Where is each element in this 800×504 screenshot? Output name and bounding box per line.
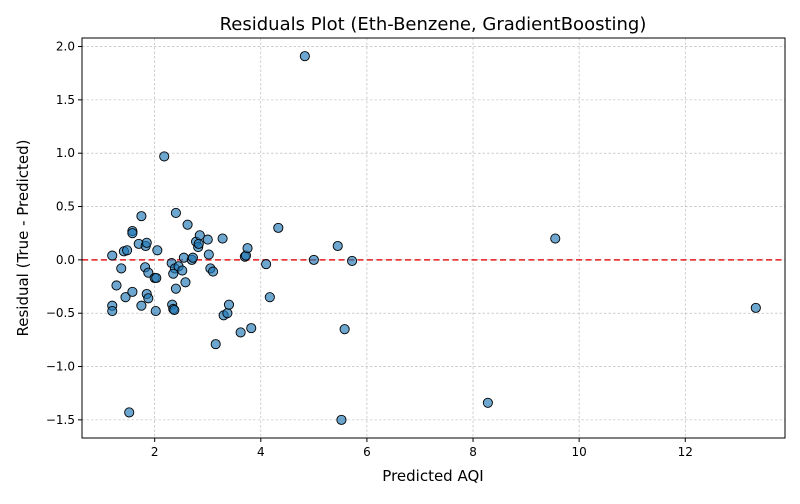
residual-point — [242, 243, 253, 254]
residual-point — [299, 51, 310, 62]
residual-point — [159, 151, 170, 162]
residual-point — [347, 255, 358, 266]
residual-point — [217, 233, 228, 244]
x-tick-label: 8 — [469, 445, 477, 459]
residual-point — [122, 245, 133, 256]
chart-title: Residuals Plot (Eth-Benzene, GradientBoo… — [220, 14, 647, 35]
plot-frame — [81, 37, 786, 439]
residual-point — [246, 323, 257, 334]
residual-point — [116, 263, 127, 274]
residual-point — [264, 292, 275, 303]
residual-point — [150, 306, 161, 317]
x-tick-label: 10 — [571, 445, 586, 459]
y-tick-label: 1.5 — [56, 93, 75, 107]
residual-point — [193, 238, 204, 249]
y-tick-label: 2.0 — [56, 40, 75, 54]
residual-point — [111, 280, 122, 291]
residual-point — [223, 299, 235, 310]
residual-point — [136, 211, 147, 222]
residual-point — [339, 324, 350, 335]
residual-point — [202, 234, 213, 245]
residual-point — [308, 254, 319, 265]
residual-point — [222, 308, 233, 319]
residual-point — [170, 207, 181, 218]
y-tick-label: −1.5 — [46, 413, 75, 427]
residual-point — [273, 222, 284, 233]
residual-point — [107, 306, 118, 317]
x-tick-label: 2 — [151, 445, 159, 459]
residual-point — [151, 272, 162, 284]
residual-point — [177, 265, 188, 276]
residual-point — [136, 300, 147, 311]
x-axis-ticks: 2 4 6 8 10 12 — [151, 438, 693, 459]
y-axis-ticks: −1.5 −1.0 −0.5 0.0 0.5 1.0 1.5 2.0 — [46, 40, 82, 427]
residual-point — [107, 250, 118, 261]
y-tick-label: −0.5 — [46, 306, 75, 320]
residual-point — [152, 245, 163, 256]
residual-point — [170, 283, 181, 294]
residual-point — [180, 277, 191, 288]
residual-point — [261, 259, 272, 270]
y-tick-label: 1.0 — [56, 146, 75, 160]
residual-point — [194, 230, 205, 241]
residual-point — [750, 302, 761, 313]
y-axis-label: Residual (True - Predicted) — [14, 139, 32, 336]
residual-point — [127, 286, 138, 297]
residual-point — [120, 292, 131, 303]
residual-point — [482, 397, 493, 408]
y-tick-label: 0.0 — [56, 253, 75, 267]
residual-point — [182, 219, 193, 230]
residual-point — [143, 293, 154, 304]
residual-point — [187, 252, 198, 263]
x-axis-label: Predicted AQI — [382, 467, 483, 485]
residual-point — [207, 266, 219, 277]
residual-point — [141, 237, 152, 248]
residual-point — [210, 339, 221, 350]
x-tick-label: 4 — [257, 445, 265, 459]
residual-point — [203, 249, 214, 260]
y-tick-label: −1.0 — [46, 360, 75, 374]
residual-point — [550, 233, 561, 244]
x-tick-label: 12 — [678, 445, 693, 459]
residual-point — [124, 407, 135, 418]
x-tick-label: 6 — [363, 445, 371, 459]
grid — [82, 38, 785, 438]
residual-point — [143, 267, 154, 278]
residual-point — [235, 327, 246, 338]
residual-point — [336, 414, 347, 425]
points-layer — [107, 51, 761, 425]
residual-point — [169, 304, 180, 316]
residual-point — [332, 240, 343, 252]
residual-point — [168, 268, 179, 279]
y-tick-label: 0.5 — [56, 200, 75, 214]
residual-point — [127, 228, 138, 239]
